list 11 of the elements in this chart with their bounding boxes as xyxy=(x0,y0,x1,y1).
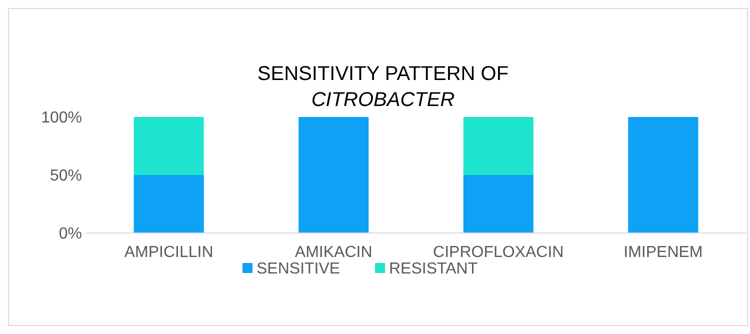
chart-subtitle: CITROBACTER xyxy=(311,89,455,111)
legend-label: RESISTANT xyxy=(389,260,478,278)
x-tick-label: IMIPENEM xyxy=(624,244,703,261)
x-tick-label: AMIKACIN xyxy=(294,244,372,261)
x-tick-label: AMPICILLIN xyxy=(124,244,214,261)
y-tick-label: 100% xyxy=(41,110,82,127)
x-tick-label: CIPROFLOXACIN xyxy=(433,244,564,261)
chart-title: SENSITIVITY PATTERN OF xyxy=(257,63,509,85)
y-tick-label: 50% xyxy=(50,168,82,185)
y-tick-label: 0% xyxy=(58,226,82,243)
legend-label: SENSITIVE xyxy=(256,260,340,278)
